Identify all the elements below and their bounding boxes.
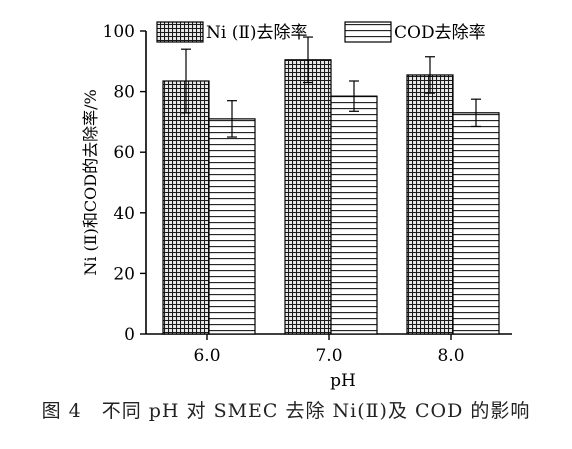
x-axis-label: pH	[330, 371, 356, 391]
bar-cod	[330, 95, 378, 335]
bar-ni	[162, 80, 210, 335]
y-tick-label: 20	[113, 264, 135, 284]
y-axis-label: Ni (Ⅱ)和COD的去除率/%	[81, 89, 100, 275]
bar-cod	[208, 118, 256, 335]
plot-area: 0 20 40 60 80 100 6.0 7.0 8.0 pH Ni (Ⅱ)和COD的去除率/% N…	[81, 21, 512, 391]
legend-swatch	[156, 21, 204, 43]
y-tick-label: 80	[113, 83, 135, 103]
legend-label: COD去除率	[394, 23, 486, 43]
y-tick-label: 60	[113, 143, 135, 163]
bar-ni	[406, 74, 454, 335]
legend-swatch	[344, 21, 392, 43]
legend-label: Ni (Ⅱ)去除率	[206, 23, 308, 43]
y-tick-label: 100	[103, 22, 135, 42]
x-tick-label: 6.0	[193, 346, 220, 366]
x-tick-label: 8.0	[437, 346, 464, 366]
y-tick-label: 0	[124, 325, 135, 345]
y-tick-label: 40	[113, 204, 135, 224]
figure-caption: 图 4 不同 pH 对 SMEC 去除 Ni(Ⅱ)及 COD 的影响	[41, 400, 531, 422]
bar-ni	[284, 59, 332, 335]
bar-cod	[452, 112, 500, 335]
x-tick-label: 7.0	[315, 346, 342, 366]
